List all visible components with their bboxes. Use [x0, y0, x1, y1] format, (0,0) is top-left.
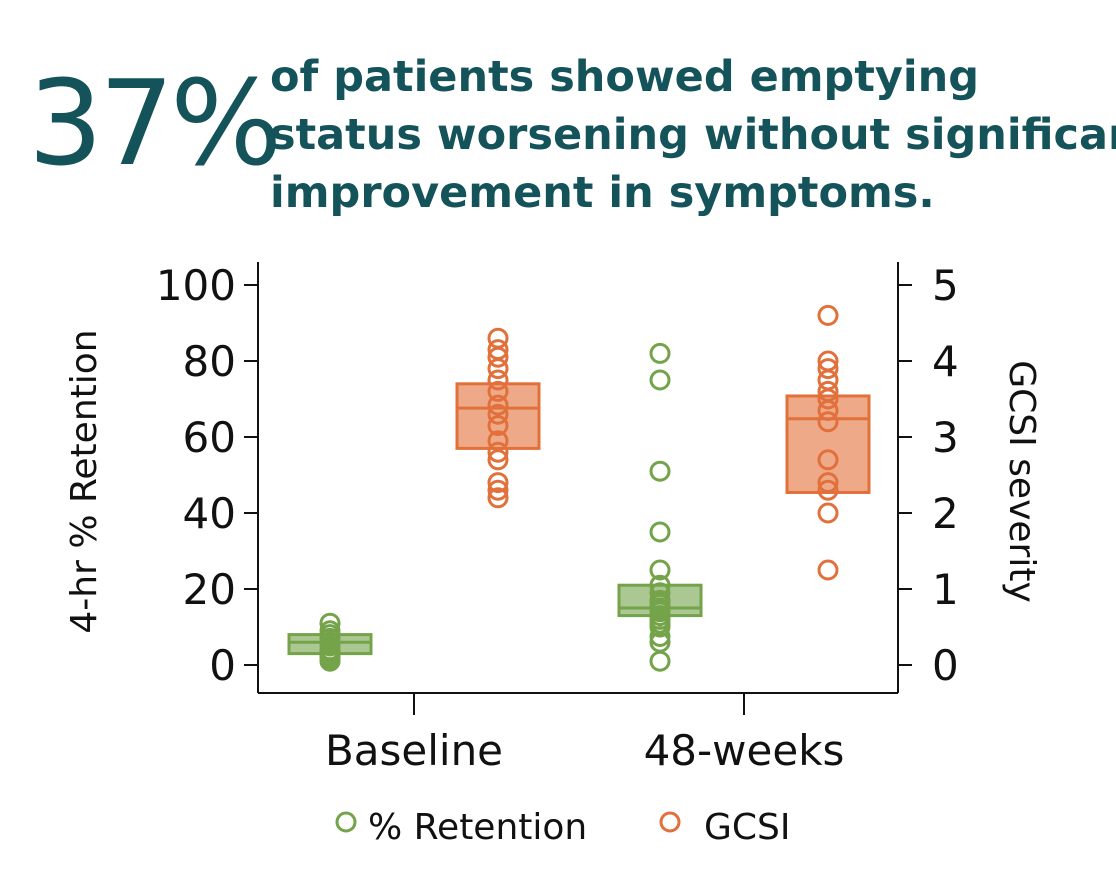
- right-tick-label: 0: [932, 641, 959, 690]
- data-point: [817, 502, 839, 524]
- x-tick-label: 48-weeks: [644, 726, 845, 775]
- data-point: [817, 411, 839, 433]
- right-axis-title: GCSI severity: [1001, 360, 1042, 603]
- left-tick-label: 60: [183, 413, 236, 462]
- left-tick-label: 20: [183, 565, 236, 614]
- data-point: [817, 479, 839, 501]
- legend-marker-1: [659, 811, 681, 833]
- data-point: [817, 472, 839, 494]
- right-tick-label: 4: [932, 337, 959, 386]
- left-tick-label: 0: [209, 641, 236, 690]
- box-1-1: [785, 394, 871, 494]
- data-point: [649, 369, 671, 391]
- data-point: [487, 487, 509, 509]
- legend-label-0: % Retention: [368, 807, 587, 848]
- headline-stat: 37%: [28, 54, 282, 192]
- data-point: [487, 441, 509, 463]
- data-point: [487, 479, 509, 501]
- data-point: [319, 650, 341, 672]
- data-point: [649, 342, 671, 364]
- data-point: [487, 369, 509, 391]
- headline-line-1: of patients showed emptying: [270, 52, 980, 102]
- data-point: [817, 399, 839, 421]
- legend-marker-0: [335, 811, 357, 833]
- data-point: [487, 394, 509, 416]
- data-point: [817, 304, 839, 326]
- left-tick-label: 80: [183, 337, 236, 386]
- data-point: [649, 521, 671, 543]
- legend-label-1: GCSI: [704, 807, 791, 848]
- headline-line-3: improvement in symptoms.: [270, 168, 935, 218]
- data-point: [817, 358, 839, 380]
- data-point: [487, 449, 509, 471]
- right-tick-label: 2: [932, 489, 959, 538]
- data-point: [649, 616, 671, 638]
- headline-text: of patients showed emptying status worse…: [270, 48, 1116, 222]
- data-point: [487, 358, 509, 380]
- data-point: [487, 403, 509, 425]
- data-point: [649, 626, 671, 647]
- data-point: [487, 472, 509, 494]
- data-point: [487, 346, 509, 368]
- data-point: [487, 415, 509, 437]
- left-axis-title: 4-hr % Retention: [64, 329, 105, 633]
- right-tick-label: 5: [932, 261, 959, 310]
- x-tick-label: Baseline: [325, 726, 503, 775]
- right-tick-label: 3: [932, 413, 959, 462]
- left-tick-label: 40: [183, 489, 236, 538]
- data-point: [649, 650, 671, 672]
- data-point: [817, 559, 839, 581]
- right-tick-label: 1: [932, 565, 959, 614]
- headline-line-2: status worsening without significant: [270, 110, 1116, 160]
- data-point: [817, 388, 839, 410]
- data-point: [649, 559, 671, 581]
- data-point: [649, 460, 671, 482]
- left-tick-label: 100: [156, 261, 236, 310]
- data-point: [487, 380, 509, 402]
- data-point: [817, 449, 839, 471]
